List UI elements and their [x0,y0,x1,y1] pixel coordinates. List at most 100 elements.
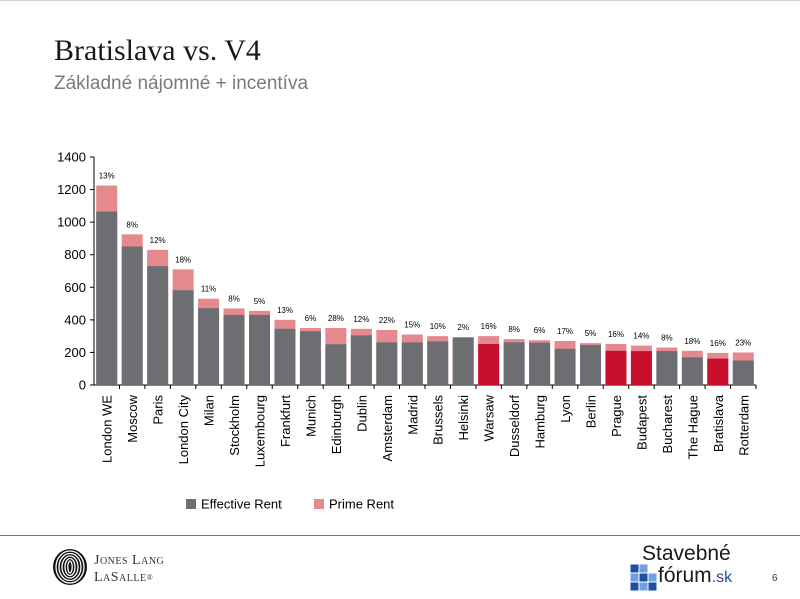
data-label: 10% [430,322,446,331]
jll-globe-icon [53,549,87,585]
category-label: Warsaw [482,394,497,441]
category-label: Paris [151,395,166,425]
y-tick-label: 400 [64,312,86,327]
data-label: 5% [585,329,597,338]
bar-effective-rent [325,344,347,385]
category-label: Lyon [558,395,573,423]
data-label: 22% [379,316,395,325]
legend-label-effective: Effective Rent [201,497,282,512]
bar-effective-rent [478,343,500,385]
bar-effective-rent [376,342,398,385]
data-label: 8% [508,325,520,334]
legend-swatch-effective [186,499,196,509]
sf-wordmark-name: fórum [658,564,712,587]
data-label: 6% [534,326,546,335]
bar-effective-rent [198,308,220,385]
data-label: 13% [99,172,115,181]
category-label: Luxembourg [253,395,268,467]
sf-cube-icon [629,563,658,592]
data-label: 5% [254,297,266,306]
bar-effective-rent [299,331,321,385]
bar-effective-rent [350,335,372,385]
category-label: Dublin [354,395,369,432]
category-label: Milan [202,395,217,426]
category-label: Edinburgh [329,395,344,454]
category-label: Rotterdam [736,395,751,456]
bar-effective-rent [630,351,652,385]
bar-effective-rent [172,290,194,385]
footer-divider [0,535,800,536]
data-label: 15% [404,321,420,330]
jll-line-1: Jones Lang [94,553,165,568]
y-tick-label: 1400 [57,150,86,165]
sf-wordmark-line-2: fórum.sk [658,564,732,588]
bar-effective-rent [96,211,118,385]
bar-effective-rent [427,341,449,385]
data-label: 18% [684,337,700,346]
category-label: Moscow [125,394,140,442]
bar-effective-rent [274,328,296,385]
category-label: Dusseldorf [507,395,522,458]
bar-effective-rent [732,360,754,385]
bar-effective-rent [707,358,729,385]
category-label: Bratislava [711,394,726,452]
category-label: Munich [303,395,318,437]
data-label: 16% [481,322,497,331]
y-tick-label: 0 [79,378,86,393]
data-label: 11% [201,285,216,294]
data-label: 12% [150,236,166,245]
data-label: 8% [661,334,673,343]
bar-effective-rent [249,314,270,385]
category-label: Hamburg [533,395,548,448]
data-label: 12% [353,315,369,324]
category-label: The Hague [685,395,700,459]
stavebne-forum-logo: Stavebné fórum.sk [628,542,738,596]
data-label: 8% [126,220,138,229]
bar-effective-rent [401,342,423,385]
jones-lang-lasalle-logo: Jones Lang LaSalle® [52,548,172,588]
data-label: 2% [457,323,469,332]
category-label: Madrid [405,395,420,435]
category-label: Helsinki [456,395,471,441]
bar-effective-rent [147,266,169,385]
legend-swatch-prime [314,499,324,509]
bar-effective-rent [529,342,551,385]
page-number: 6 [772,573,778,584]
bar-effective-rent [656,351,678,385]
data-label: 28% [328,314,344,323]
y-tick-label: 1000 [57,215,86,230]
bar-effective-rent [554,348,576,385]
top-border [0,0,800,1]
bar-effective-rent [580,345,601,385]
category-label: Brussels [431,395,446,445]
category-label: Budapest [634,395,649,450]
y-tick-label: 600 [64,280,86,295]
data-label: 16% [608,330,624,339]
bar-effective-rent [452,337,474,385]
sf-wordmark-tld: .sk [711,569,733,586]
bar-effective-rent [503,342,525,385]
jll-registered-mark: ® [146,573,154,582]
category-label: Berlin [584,395,599,428]
jll-wordmark: Jones Lang LaSalle® [94,552,164,586]
y-tick-label: 200 [64,345,86,360]
legend-label-prime: Prime Rent [329,497,394,512]
jll-line-2-text: LaSalle [94,570,147,585]
category-label: London WE [100,395,115,463]
category-label: Amsterdam [380,395,395,461]
data-label: 6% [305,314,317,323]
data-label: 17% [557,327,573,336]
sf-wordmark-line-1: Stavebné [642,542,731,565]
rent-chart: 0 200 400 600 800 1000 1200 1400 13% London WE 8% M… [57,150,757,512]
bar-effective-rent [223,314,245,385]
category-label: London City [176,395,191,465]
data-label: 23% [735,338,751,347]
y-tick-label: 800 [64,247,86,262]
slide-title: Bratislava vs. V4 [54,34,261,67]
data-label: 13% [277,306,293,315]
data-label: 18% [175,255,191,264]
data-label: 14% [633,332,649,341]
bar-effective-rent [681,357,703,385]
bar-effective-rent [605,350,627,385]
category-label: Prague [609,395,624,437]
